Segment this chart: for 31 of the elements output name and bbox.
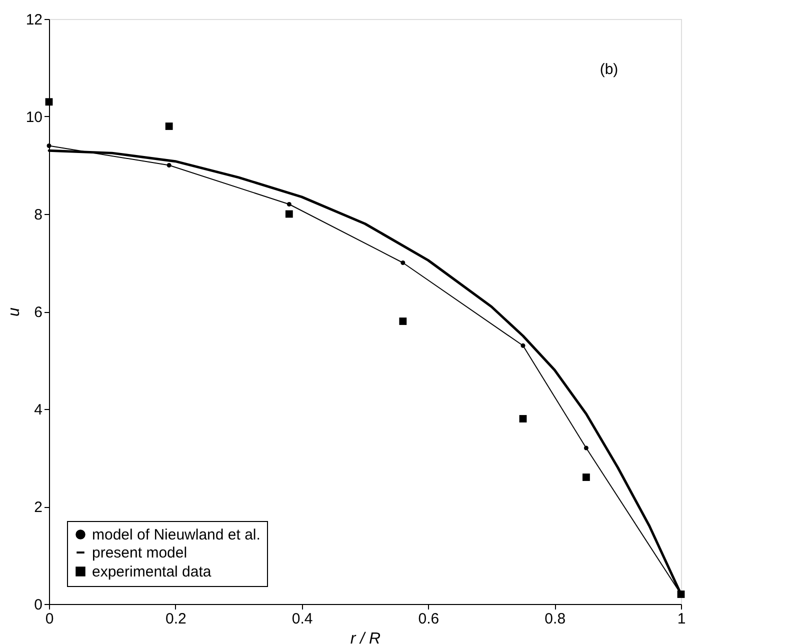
- point: [584, 446, 588, 450]
- point: [520, 343, 526, 348]
- x-tick-label: 0: [45, 610, 54, 628]
- point: [285, 210, 293, 218]
- legend-label: experimental data: [92, 564, 212, 580]
- point: [45, 98, 53, 106]
- y-tick-label: 4: [34, 402, 42, 418]
- x-tick-label: 0.8: [544, 610, 566, 628]
- point: [399, 318, 407, 325]
- y-axis-title: u: [6, 307, 23, 316]
- point: [165, 122, 173, 130]
- y-tick-label: 8: [34, 206, 42, 224]
- point: [166, 163, 172, 168]
- legend-label: model of Nieuwland et al.: [92, 526, 260, 544]
- point: [286, 202, 292, 206]
- x-tick-label: 0.4: [292, 610, 313, 628]
- point: [519, 415, 527, 422]
- y-tick-label: 2: [34, 499, 42, 516]
- legend-label: present model: [92, 544, 188, 562]
- x-axis-title: r / R: [350, 630, 382, 644]
- y-tick-label: 10: [26, 109, 42, 126]
- y-tick-label: 12: [26, 12, 42, 28]
- point: [46, 144, 52, 148]
- y-tick-label: 0: [34, 596, 42, 614]
- x-tick-label: 1: [677, 610, 686, 628]
- point: [582, 474, 590, 481]
- annotation: (b): [600, 61, 618, 78]
- point: [400, 260, 406, 265]
- x-tick-label: 0.2: [165, 610, 186, 628]
- y-tick-label: 6: [34, 304, 42, 321]
- x-tick-label: 0.6: [418, 610, 440, 628]
